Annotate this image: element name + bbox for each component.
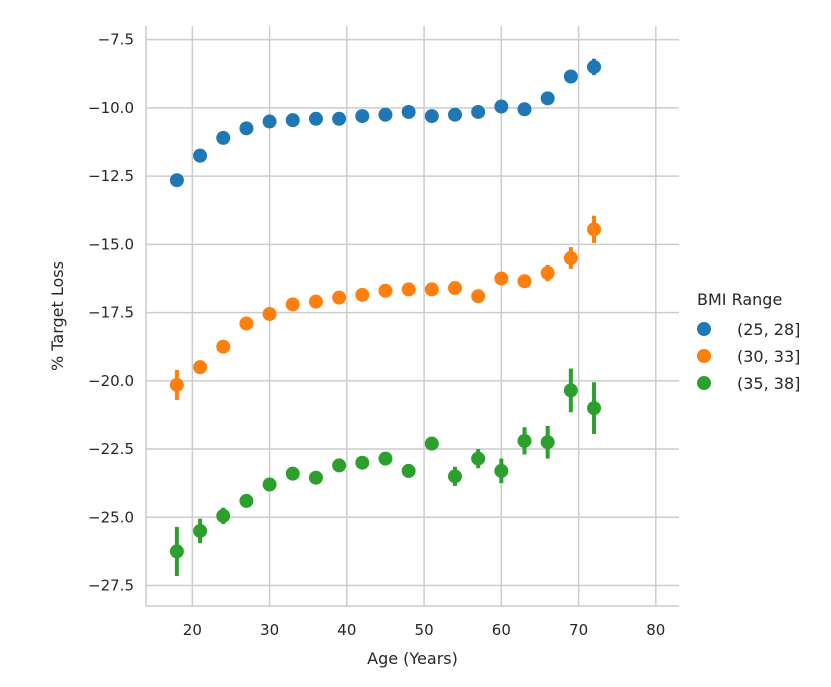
data-point [285,113,300,128]
data-point [563,383,578,398]
y-tick-label: −27.5 [88,577,134,595]
legend-marker [697,376,711,390]
data-point [494,271,509,286]
data-point [494,99,509,114]
y-tick-label: −22.5 [88,440,134,458]
x-tick-label: 50 [415,621,434,639]
legend-label: (30, 33] [737,347,800,366]
data-point [517,102,532,117]
data-point [447,469,462,484]
x-tick-label: 20 [183,621,202,639]
y-tick-label: −17.5 [88,304,134,322]
data-point [517,274,532,289]
axes [145,26,679,607]
data-point [216,339,231,354]
data-point [424,436,439,451]
data-point [471,104,486,119]
y-tick-label: −20.0 [88,372,134,390]
x-tick-label: 30 [260,621,279,639]
data-point [169,377,184,392]
y-tick-label: −12.5 [88,167,134,185]
series-2 [169,215,602,400]
data-point [540,266,555,281]
data-point [193,148,208,163]
y-axis-title: % Target Loss [48,261,67,371]
legend-label: (25, 28] [737,320,800,339]
data-point [447,281,462,296]
data-point [193,523,208,538]
data-point [308,470,323,485]
data-point [308,111,323,126]
data-point [169,173,184,188]
data-point [540,91,555,106]
data-point [471,289,486,304]
data-point [563,251,578,265]
data-point [587,401,602,416]
data-point [355,287,370,302]
data-point [262,114,277,129]
legend-title: BMI Range [697,290,782,309]
legend: BMI Range (25, 28] (30, 33] (35, 38] [697,290,800,393]
series-3 [169,368,602,576]
data-point [378,451,393,466]
data-point [563,69,578,84]
x-tick-labels: 20 30 40 50 60 70 80 [183,621,666,639]
data-point [355,455,370,470]
x-axis-title: Age (Years) [367,649,458,668]
data-point [378,107,393,122]
data-point [587,222,602,237]
x-tick-label: 80 [646,621,665,639]
data-point [401,104,416,119]
data-point [239,316,254,331]
y-tick-labels: −7.5 −10.0 −12.5 −15.0 −17.5 −20.0 −22.5 −25.0 −… [88,31,134,595]
data-point [285,466,300,481]
data-point [262,477,277,492]
x-tick-label: 40 [337,621,356,639]
y-tick-label: −15.0 [88,235,134,253]
y-tick-label: −10.0 [88,99,134,117]
data-point [285,297,300,312]
data-point [193,360,208,375]
data-point [471,451,486,466]
data-point [517,433,532,448]
legend-items: (25, 28] (30, 33] (35, 38] [697,320,800,393]
data-point [332,458,347,473]
data-point [494,463,509,478]
data-point [239,121,254,136]
data-point [401,463,416,478]
data-point [169,544,184,559]
data-point [378,283,393,298]
data-point [424,109,439,124]
x-tick-label: 60 [492,621,511,639]
legend-label: (35, 38] [737,374,800,393]
legend-marker [697,349,711,363]
data-point [308,294,323,309]
x-tick-label: 70 [569,621,588,639]
data-point [424,282,439,297]
data-point [332,290,347,305]
y-tick-label: −7.5 [98,31,134,49]
data-point [216,130,231,145]
data-point [540,435,555,450]
series-1 [169,58,602,188]
data-point [332,111,347,126]
y-tick-label: −25.0 [88,508,134,526]
data-point [447,107,462,122]
data-marks [169,58,602,576]
data-point [587,59,602,74]
data-point [262,306,277,321]
data-point [239,493,254,508]
legend-marker [697,322,711,336]
data-point [355,109,370,124]
data-point [401,282,416,297]
data-point [216,508,231,523]
